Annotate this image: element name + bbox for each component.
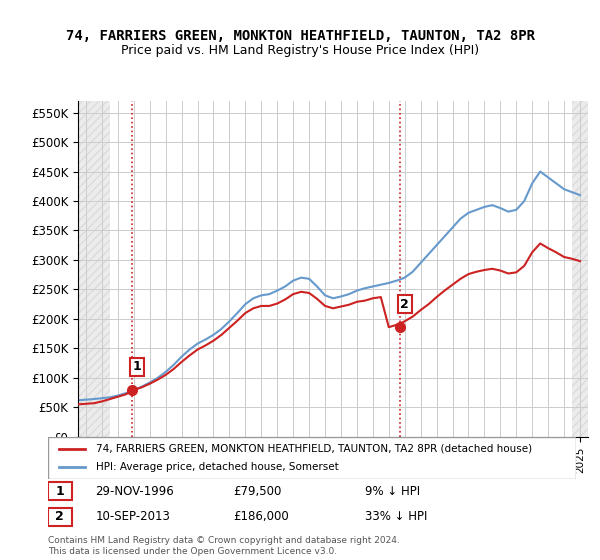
- Text: 29-NOV-1996: 29-NOV-1996: [95, 485, 174, 498]
- Text: 2: 2: [400, 298, 409, 311]
- Text: 74, FARRIERS GREEN, MONKTON HEATHFIELD, TAUNTON, TA2 8PR (detached house): 74, FARRIERS GREEN, MONKTON HEATHFIELD, …: [95, 444, 532, 454]
- FancyBboxPatch shape: [48, 482, 72, 501]
- Text: £79,500: £79,500: [233, 485, 281, 498]
- Bar: [78, 101, 110, 437]
- Bar: [572, 101, 588, 437]
- FancyBboxPatch shape: [48, 437, 576, 479]
- Text: 33% ↓ HPI: 33% ↓ HPI: [365, 510, 427, 523]
- Text: Price paid vs. HM Land Registry's House Price Index (HPI): Price paid vs. HM Land Registry's House …: [121, 44, 479, 57]
- Text: £186,000: £186,000: [233, 510, 289, 523]
- FancyBboxPatch shape: [48, 507, 72, 526]
- Text: HPI: Average price, detached house, Somerset: HPI: Average price, detached house, Some…: [95, 462, 338, 472]
- Text: 74, FARRIERS GREEN, MONKTON HEATHFIELD, TAUNTON, TA2 8PR: 74, FARRIERS GREEN, MONKTON HEATHFIELD, …: [65, 29, 535, 44]
- Text: 1: 1: [133, 361, 142, 374]
- Text: 10-SEP-2013: 10-SEP-2013: [95, 510, 170, 523]
- Text: 2: 2: [55, 510, 64, 523]
- Text: 1: 1: [55, 485, 64, 498]
- Text: 9% ↓ HPI: 9% ↓ HPI: [365, 485, 420, 498]
- Text: Contains HM Land Registry data © Crown copyright and database right 2024.
This d: Contains HM Land Registry data © Crown c…: [48, 536, 400, 556]
